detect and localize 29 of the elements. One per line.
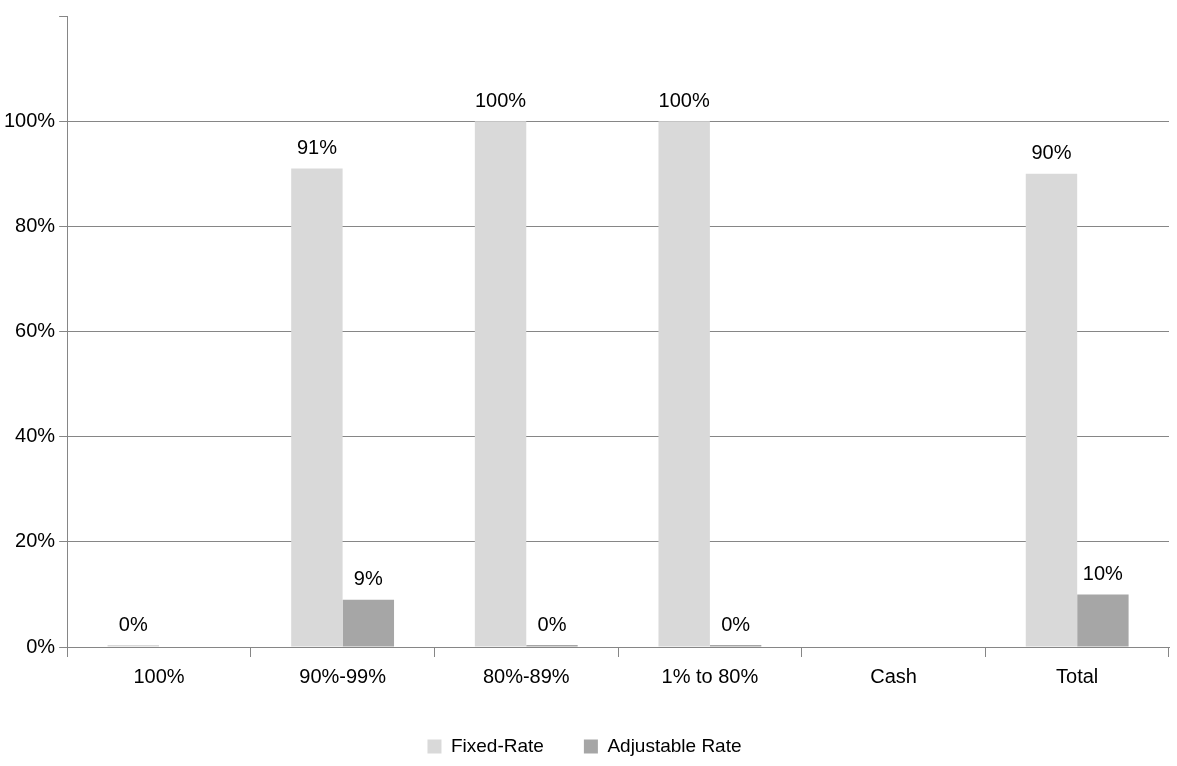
bar [1025,173,1078,647]
data-label: 0% [118,612,148,635]
x-tick-label: 90%-99% [299,664,387,687]
bar [658,121,710,647]
y-tick-label: 20% [15,529,56,552]
data-label: 100% [474,88,527,111]
y-tick-label: 80% [15,213,56,236]
data-label: 90% [1031,141,1072,164]
data-label: 0% [537,612,567,635]
x-tick-label: 100% [133,664,185,687]
bar [1077,594,1129,647]
y-tick-label: 0% [26,634,56,657]
legend-label: Fixed-Rate [450,734,544,756]
x-tick-label: Total [1056,664,1099,687]
data-label: 91% [296,136,338,159]
x-tick-label: 80%-89% [482,664,570,687]
x-tick-label: Cash [870,664,917,687]
data-label: 0% [721,612,751,635]
x-tick-label: 1% to 80% [661,664,759,687]
bar [474,121,527,647]
data-label: 10% [1082,561,1124,584]
bar [342,599,395,647]
y-tick-label: 60% [15,319,56,342]
legend-label: Adjustable Rate [607,734,742,756]
data-label: 100% [658,88,710,111]
y-tick-label: 40% [15,424,56,447]
y-tick-label: 100% [4,108,56,131]
data-label: 9% [353,567,383,590]
bar [291,168,343,647]
